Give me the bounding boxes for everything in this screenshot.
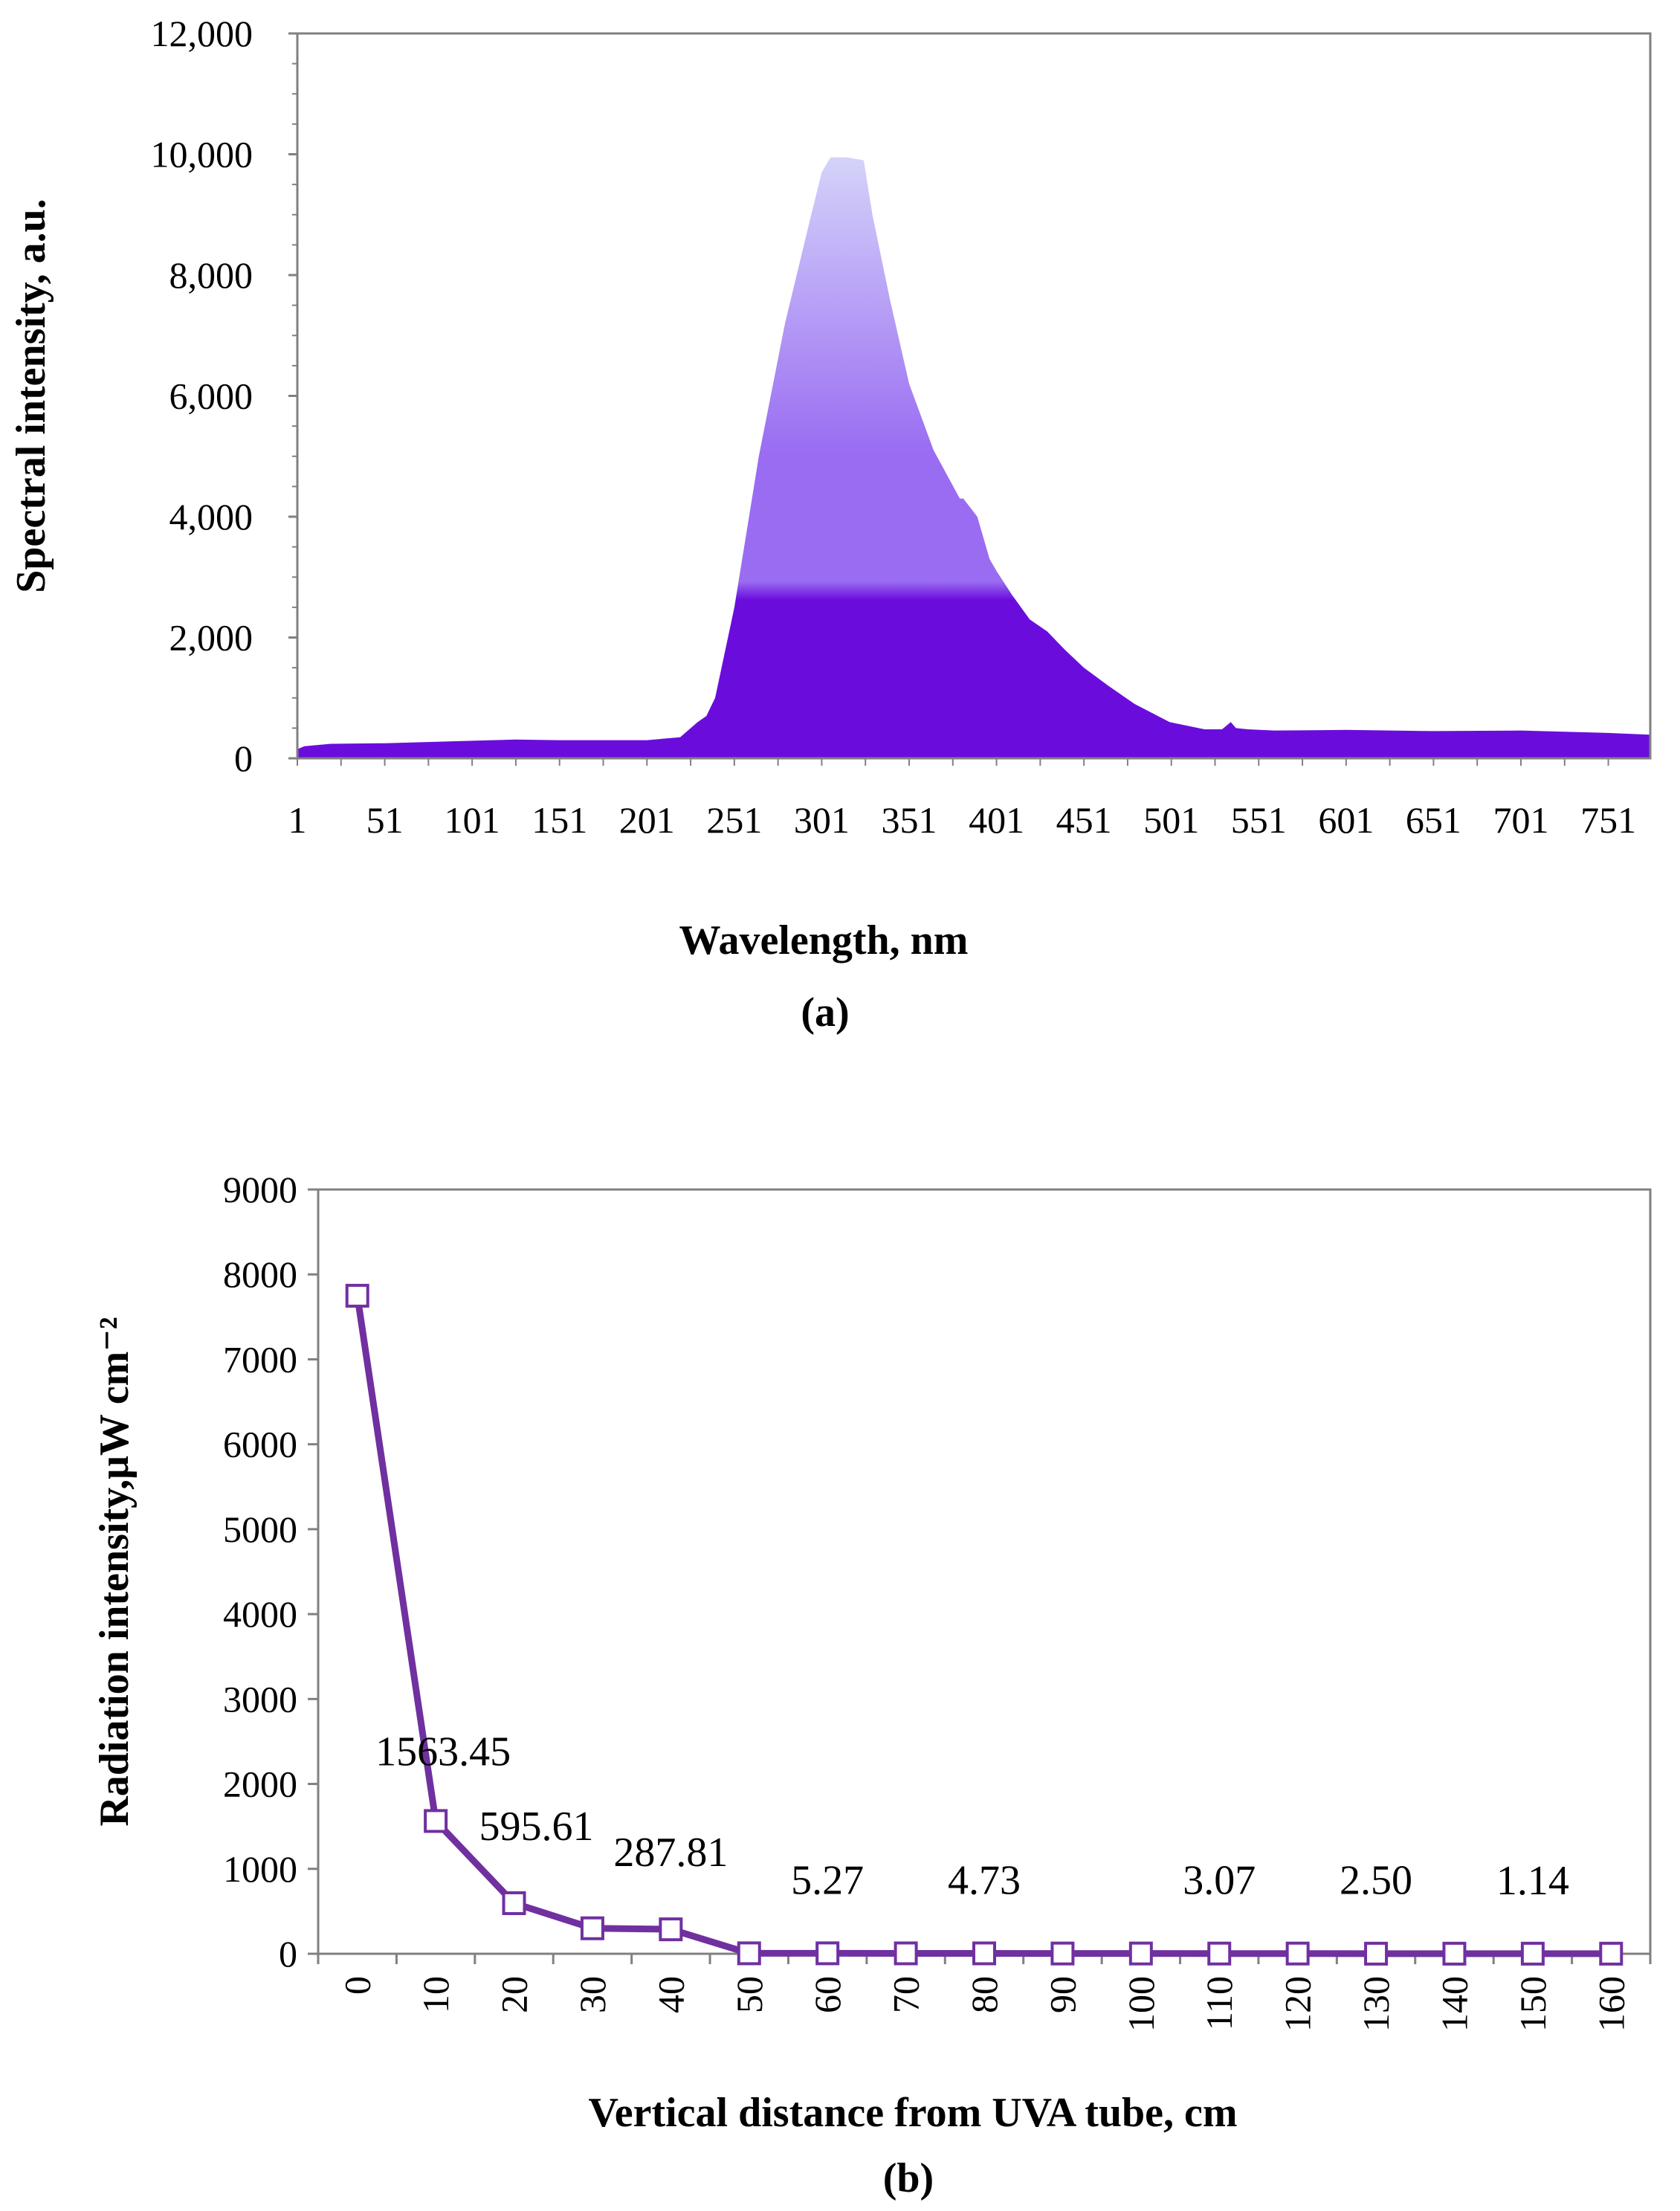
x-tick-label: 160: [1590, 1976, 1632, 2032]
data-point-marker: [345, 1283, 369, 1308]
y-tick-label: 12,000: [151, 13, 253, 54]
y-tick-label: 3000: [223, 1678, 297, 1720]
data-point-marker: [1599, 1941, 1624, 1966]
data-label: 1563.45: [375, 1729, 511, 1775]
x-tick-label: 20: [494, 1976, 535, 2013]
x-tick-label: 651: [1406, 799, 1461, 841]
x-tick-label: 501: [1143, 799, 1199, 841]
y-axis-title: Spectral intensity, a.u.: [8, 198, 54, 593]
x-tick-label: 701: [1493, 799, 1548, 841]
y-tick-label: 5000: [223, 1508, 297, 1550]
data-point-marker: [580, 1916, 604, 1940]
y-tick-label: 10,000: [151, 134, 253, 175]
x-tick-label: 150: [1512, 1976, 1554, 2032]
y-tick-label: 4,000: [169, 496, 253, 538]
data-label: 1.14: [1496, 1858, 1569, 1904]
data-point-marker: [1207, 1941, 1232, 1966]
data-point-marker: [1442, 1941, 1467, 1966]
x-tick-label: 301: [794, 799, 850, 841]
x-tick-label: 10: [415, 1976, 456, 2013]
data-point-marker: [894, 1941, 918, 1966]
x-tick-label: 151: [532, 799, 587, 841]
x-tick-label: 601: [1318, 799, 1374, 841]
x-tick-label: 130: [1355, 1976, 1397, 2032]
y-tick-label: 0: [234, 737, 253, 779]
data-point-marker: [424, 1809, 448, 1833]
data-label: 287.81: [613, 1830, 728, 1876]
x-tick-label: 51: [366, 799, 404, 841]
data-point-marker: [1285, 1941, 1310, 1966]
x-tick-label: 50: [728, 1976, 770, 2013]
y-tick-label: 2000: [223, 1763, 297, 1805]
x-tick-label: 60: [807, 1976, 848, 2013]
data-point-marker: [737, 1941, 761, 1966]
x-tick-label: 30: [572, 1976, 613, 2013]
panel-label-a: (a): [801, 990, 849, 1036]
data-point-marker: [972, 1941, 996, 1966]
y-tick-label: 9000: [223, 1169, 297, 1210]
x-tick-label: 1: [288, 799, 307, 841]
x-tick-label: 101: [445, 799, 500, 841]
y-tick-label: 4000: [223, 1593, 297, 1635]
data-point-marker: [815, 1941, 840, 1966]
data-label: 4.73: [948, 1857, 1021, 1903]
series-line: [354, 1295, 1612, 1957]
data-point-marker: [502, 1891, 526, 1915]
radiation-chart: 0 1000 2000 3000 4000 5000 6000 7000 8000 9000 0 1…: [91, 1145, 1652, 2201]
spectrum-area: [297, 157, 1650, 759]
x-tick-label: 551: [1231, 799, 1287, 841]
data-point-marker: [659, 1917, 683, 1942]
y-axis: 0 1000 2000 3000 4000 5000 6000 7000 8000 9000: [223, 1169, 318, 1975]
data-label: 7749.03: [357, 1145, 492, 1149]
x-tick-label: 0: [337, 1976, 378, 1995]
y-tick-label: 2,000: [169, 617, 253, 659]
x-tick-label: 90: [1041, 1976, 1083, 2013]
data-label: 595.61: [479, 1804, 594, 1850]
x-tick-label: 120: [1277, 1976, 1319, 2032]
data-label: 3.07: [1183, 1858, 1256, 1904]
data-point-marker: [1128, 1941, 1153, 1966]
panel-label-b: (b): [883, 2155, 934, 2201]
data-label: 5.27: [791, 1857, 864, 1903]
data-point-marker: [1364, 1941, 1389, 1966]
x-axis-title: Vertical distance from UVA tube, cm: [588, 2090, 1237, 2136]
data-label: 2.50: [1340, 1858, 1412, 1904]
x-tick-label: 351: [881, 799, 937, 841]
x-axis: 1 51 101 151 201 251 301 351 401 451 501 551 601 651 7…: [288, 758, 1636, 841]
x-tick-label: 401: [969, 799, 1024, 841]
data-labels: 7749.03 1563.45 595.61 287.81 5.27 4.73 3.07 2.…: [357, 1145, 1569, 1904]
data-point-marker: [1520, 1941, 1545, 1966]
x-axis-title: Wavelength, nm: [679, 917, 969, 964]
y-tick-label: 8,000: [169, 254, 253, 296]
x-tick-label: 40: [650, 1976, 691, 2013]
y-tick-label: 6,000: [169, 375, 253, 417]
x-tick-label: 201: [619, 799, 675, 841]
series-markers: [345, 1283, 1624, 1966]
y-tick-label: 0: [279, 1933, 297, 1975]
y-tick-label: 8000: [223, 1253, 297, 1295]
y-axis: 0 2,000 4,000 6,000 8,000 10,000 12,000: [151, 13, 299, 779]
data-point-marker: [1050, 1941, 1075, 1966]
y-tick-label: 6000: [223, 1424, 297, 1465]
y-tick-label: 1000: [223, 1848, 297, 1890]
x-tick-label: 140: [1433, 1976, 1475, 2032]
x-tick-label: 451: [1056, 799, 1112, 841]
y-axis-title: Radiation intensity,μW cm⁻²: [91, 1317, 138, 1826]
x-tick-label: 110: [1198, 1976, 1240, 2030]
x-tick-label: 251: [706, 799, 762, 841]
y-tick-label: 7000: [223, 1338, 297, 1380]
x-tick-label: 80: [963, 1976, 1005, 2013]
x-axis: 0 10 20 30 40 50 60 70 80 90 100 110 120 130 140 150 160: [317, 1954, 1652, 2032]
x-tick-label: 100: [1120, 1976, 1162, 2032]
x-tick-label: 70: [885, 1976, 927, 2013]
x-tick-label: 751: [1580, 799, 1636, 841]
